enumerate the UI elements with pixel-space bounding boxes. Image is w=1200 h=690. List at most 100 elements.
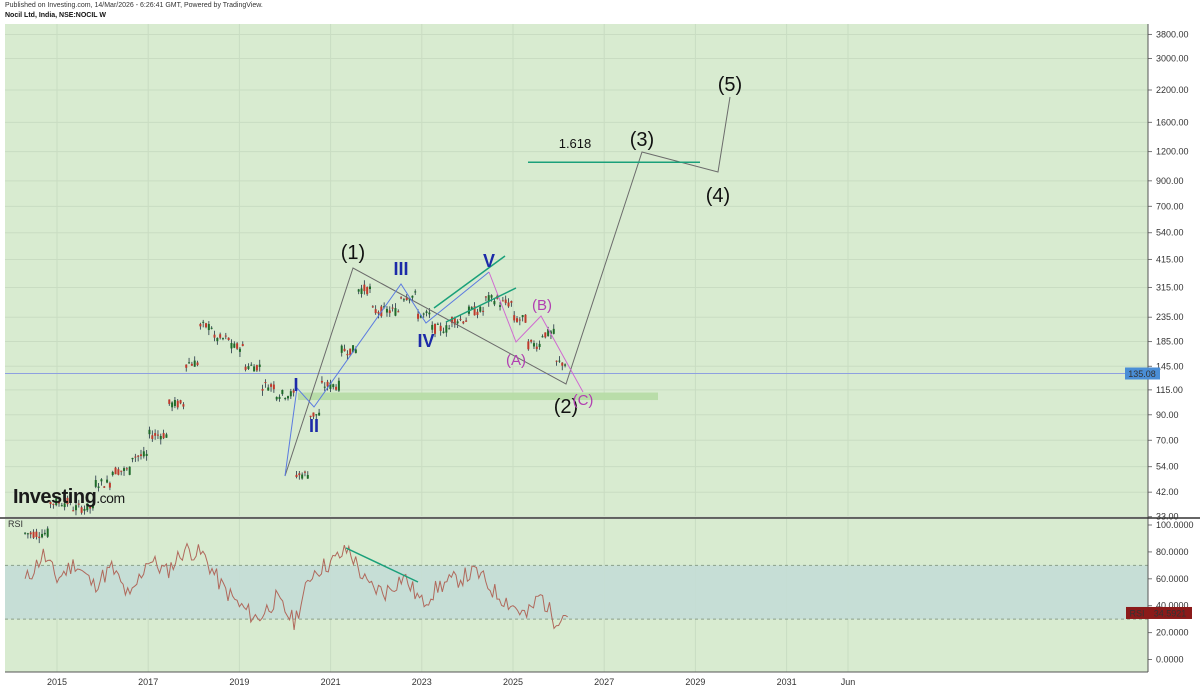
candle-body: [264, 382, 267, 384]
y-tick-label: 185.00: [1156, 337, 1184, 347]
candle-body: [453, 317, 456, 325]
symbol-title[interactable]: Nocil Ltd, India, NSE:NOCIL W: [5, 12, 106, 19]
y-tick-label: 540.00: [1156, 228, 1184, 238]
candle-body: [507, 302, 510, 307]
candle-body: [117, 469, 120, 475]
candle-body: [196, 362, 199, 366]
support-zone: [298, 392, 658, 401]
x-tick-label: 2027: [594, 677, 614, 687]
candle-body: [552, 328, 555, 334]
wave-label-intermediate: II: [309, 416, 319, 436]
candle-body: [241, 344, 244, 347]
candle-body: [165, 434, 168, 438]
candle-body: [233, 343, 236, 348]
candle-body: [131, 457, 134, 460]
candle-body: [63, 503, 66, 508]
candle-body: [337, 380, 340, 391]
candle-body: [405, 297, 408, 300]
candle-body: [292, 390, 295, 393]
candle-body: [391, 307, 394, 309]
candle-body: [377, 312, 380, 314]
candle-body: [199, 323, 202, 327]
candle-body: [278, 396, 281, 399]
candle-body: [414, 291, 417, 293]
rsi-tick-label: 0.0000: [1156, 655, 1184, 665]
candle-body: [97, 486, 100, 488]
candle-body: [114, 467, 117, 475]
candle-body: [332, 384, 335, 388]
candle-body: [238, 348, 241, 352]
candle-body: [66, 497, 69, 505]
wave-label-intermediate: I: [293, 375, 298, 395]
candle-body: [352, 345, 355, 353]
candle-body: [549, 331, 552, 334]
rsi-tick-label: 100.0000: [1156, 520, 1194, 530]
candle-body: [230, 342, 233, 349]
candle-body: [80, 507, 83, 513]
candle-body: [255, 365, 258, 371]
candle-body: [408, 299, 411, 301]
candle-body: [270, 384, 273, 387]
candle-body: [442, 331, 445, 333]
candle-body: [306, 474, 309, 479]
candle-body: [434, 323, 437, 334]
candle-body: [561, 362, 564, 366]
candle-body: [106, 479, 109, 483]
candle-body: [207, 324, 210, 331]
wave-label-primary: (5): [718, 74, 742, 96]
logo-suffix: .com: [96, 490, 125, 506]
candle-body: [258, 364, 261, 367]
corrective-wave-path: [488, 271, 584, 393]
candle-body: [83, 508, 86, 511]
candle-body: [368, 286, 371, 290]
candle-body: [216, 337, 219, 342]
candle-body: [445, 325, 448, 333]
candle-body: [52, 503, 55, 505]
candle-body: [287, 396, 290, 399]
candle-body: [60, 505, 63, 507]
rsi-line: [24, 542, 568, 631]
y-tick-label: 90.00: [1156, 410, 1179, 420]
candle-body: [484, 296, 487, 298]
candle-body: [470, 307, 473, 310]
candle-body: [49, 501, 52, 505]
last-price-badge: [1125, 367, 1160, 380]
candle-body: [326, 381, 329, 387]
rsi-value-badge: [1126, 606, 1192, 619]
candle-body: [103, 486, 106, 488]
candle-body: [244, 366, 247, 370]
rsi-tick-label: 80.0000: [1156, 547, 1189, 557]
candle-body: [281, 389, 284, 395]
x-tick-label: 2031: [777, 677, 797, 687]
candle-body: [422, 313, 425, 315]
candle-body: [125, 468, 128, 470]
rsi-trendline: [345, 547, 419, 583]
y-tick-label: 1200.00: [1156, 147, 1189, 157]
candle-body: [462, 321, 465, 324]
chart-header: Published on Investing.com, 14/Mar/2026 …: [0, 0, 1200, 22]
wave-label-intermediate: IV: [417, 331, 434, 351]
y-tick-label: 700.00: [1156, 201, 1184, 211]
candle-body: [72, 510, 75, 512]
candle-body: [394, 308, 397, 316]
candle-body: [142, 451, 145, 457]
y-tick-label: 2200.00: [1156, 85, 1189, 95]
x-tick-label: 2023: [412, 677, 432, 687]
candle-body: [202, 321, 205, 323]
candle-body: [419, 315, 422, 318]
candle-body: [55, 498, 58, 506]
rsi-tick-label: 60.0000: [1156, 574, 1189, 584]
candle-body: [516, 318, 519, 322]
candle-body: [89, 506, 92, 509]
candle-body: [524, 314, 527, 323]
candle-body: [148, 429, 151, 435]
candle-body: [354, 349, 357, 353]
candle-body: [357, 289, 360, 292]
candle-body: [318, 412, 321, 416]
last-price-value: 135.08: [1128, 369, 1156, 379]
candle-body: [555, 360, 558, 362]
candle-body: [295, 474, 298, 478]
fib-label: 1.618: [559, 136, 592, 151]
candle-body: [340, 345, 343, 353]
